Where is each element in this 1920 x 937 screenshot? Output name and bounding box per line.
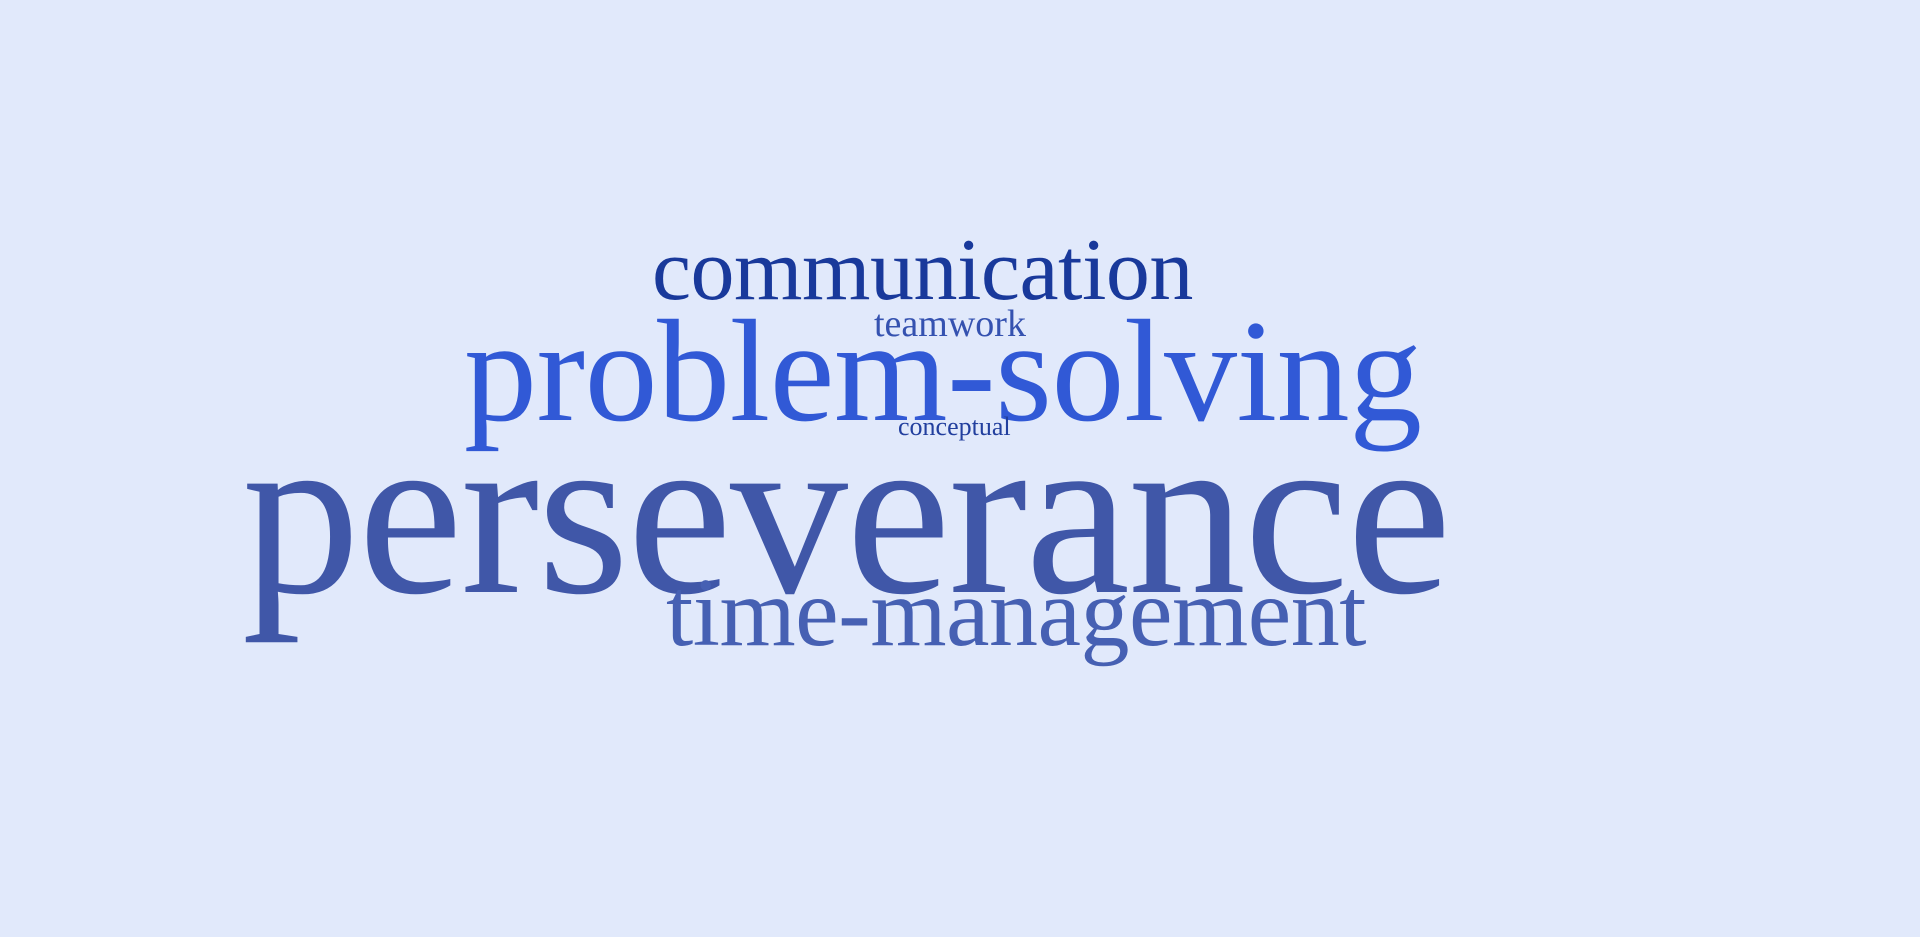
word-perseverance: perseverance [242, 383, 1452, 644]
word-time-management: time-management [666, 559, 1367, 667]
word-teamwork: teamwork [874, 303, 1026, 345]
word-problem-solving: problem-solving [464, 290, 1422, 452]
word-communication: communication [652, 222, 1193, 319]
word-conceptual: conceptual [898, 412, 1011, 441]
